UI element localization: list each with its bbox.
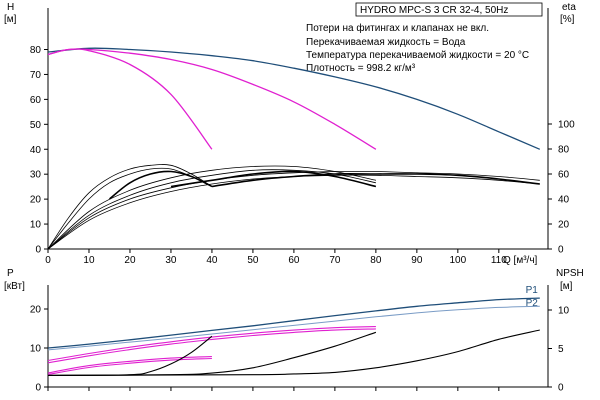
- h-axis-label: H: [7, 2, 14, 13]
- right-tick-label: 60: [558, 170, 570, 181]
- left-tick-label: 0: [35, 245, 41, 256]
- series-line: [47, 165, 376, 250]
- series-line: [47, 305, 540, 351]
- series-line: [47, 48, 377, 150]
- series-line: [47, 48, 213, 150]
- series-line: [47, 170, 540, 250]
- x-tick-label: 110: [491, 255, 507, 266]
- right-tick-label: 40: [558, 195, 570, 206]
- q-axis-label: Q [м³/ч]: [503, 255, 538, 266]
- note-line: Температура перекачиваемой жидкости = 20…: [306, 50, 529, 61]
- series-line: [47, 326, 376, 362]
- npsh-axis-label: NPSH: [556, 268, 584, 279]
- series-line: [47, 164, 213, 250]
- right-tick-label: 100: [558, 120, 575, 131]
- left-tick-label: 10: [30, 344, 42, 355]
- right-tick-label: 5: [558, 344, 564, 355]
- series-line: [108, 170, 213, 200]
- series-line: [47, 357, 212, 376]
- h-axis-unit: [м]: [4, 14, 17, 25]
- series-label-p1: P1: [526, 285, 539, 296]
- series-line: [47, 329, 540, 376]
- x-tick-label: 0: [45, 255, 51, 266]
- x-tick-label: 100: [449, 255, 466, 266]
- note-line: Потери на фитингах и клапанах не вкл.: [306, 22, 489, 34]
- x-tick-label: 30: [165, 255, 177, 266]
- x-tick-label: 50: [247, 255, 259, 266]
- p-axis-label: P: [7, 268, 14, 279]
- series-line: [47, 174, 540, 250]
- series-line: [47, 47, 541, 150]
- right-tick-label: 10: [558, 306, 570, 317]
- x-tick-label: 80: [370, 255, 382, 266]
- left-tick-label: 80: [30, 45, 42, 56]
- series-line: [47, 331, 377, 376]
- right-tick-label: 20: [558, 220, 570, 231]
- series-line: [47, 167, 213, 250]
- note-line: Перекачиваемая жидкость = Вода: [306, 37, 466, 48]
- p-axis-unit: [кВт]: [4, 281, 25, 292]
- series-line: [47, 328, 376, 364]
- x-tick-label: 90: [411, 255, 423, 266]
- series-line: [211, 173, 540, 188]
- x-tick-label: 20: [124, 255, 136, 266]
- x-tick-label: 70: [329, 255, 341, 266]
- right-tick-label: 80: [558, 145, 570, 156]
- left-tick-label: 20: [30, 305, 42, 316]
- series-line: [47, 169, 376, 250]
- left-tick-label: 40: [30, 145, 42, 156]
- eta-axis-unit: [%]: [560, 14, 575, 25]
- series-label-p2: P2: [526, 298, 539, 309]
- left-tick-label: 0: [35, 383, 41, 394]
- left-tick-label: 30: [30, 170, 42, 181]
- x-tick-label: 40: [206, 255, 218, 266]
- x-tick-label: 60: [288, 255, 300, 266]
- left-tick-label: 70: [30, 70, 42, 81]
- chart-title: HYDRO MPC-S 3 CR 32-4, 50Hz: [360, 5, 508, 16]
- left-tick-label: 20: [30, 195, 42, 206]
- eta-axis-label: eta: [562, 2, 576, 13]
- x-tick-label: 10: [83, 255, 95, 266]
- npsh-axis-unit: [м]: [560, 281, 573, 292]
- title-box: [355, 2, 543, 17]
- left-tick-label: 60: [30, 95, 42, 106]
- note-line: Плотность = 998.2 кг/м³: [306, 63, 416, 74]
- left-tick-label: 10: [30, 220, 42, 231]
- right-tick-label: 0: [558, 245, 564, 256]
- right-tick-label: 0: [558, 383, 564, 394]
- left-tick-label: 50: [30, 120, 42, 131]
- series-line: [47, 297, 540, 349]
